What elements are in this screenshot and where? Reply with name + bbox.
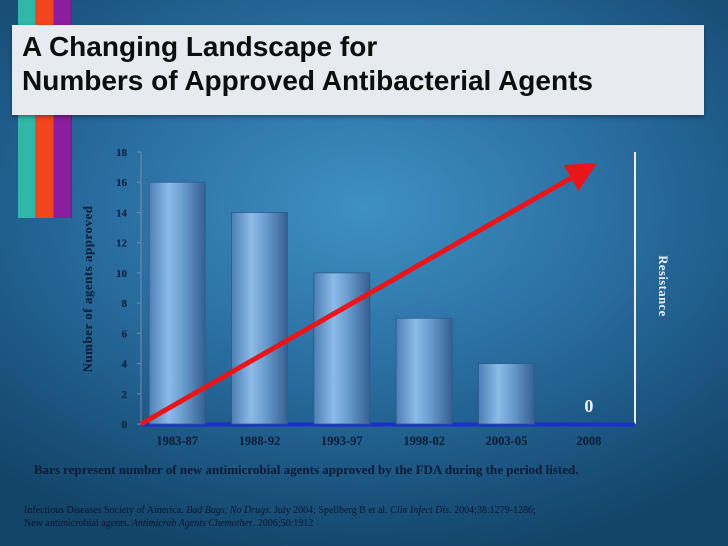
bar-1998-02 bbox=[395, 317, 453, 425]
ref1-text-a: Infectious Diseases Society of America. bbox=[24, 505, 187, 516]
data-label: 0 bbox=[584, 396, 593, 416]
ref1-text-c: . July 2004; Spellberg B et al. bbox=[268, 505, 391, 516]
x-tick-label: 1998-02 bbox=[403, 434, 445, 448]
x-tick-label: 1993-97 bbox=[321, 434, 363, 448]
y-tick-label: 14 bbox=[116, 207, 128, 219]
chart-labels: 0 2 4 6 8 10 12 14 16 18 1983-87 1988-92 1993-97 1998… bbox=[80, 147, 670, 448]
ref2-journal: Antimicrob Agents Chemother bbox=[131, 518, 253, 529]
y-tick-label: 8 bbox=[122, 298, 128, 310]
y-tick-label: 16 bbox=[116, 177, 128, 189]
ref2-text-c: . 2006;50:1912 bbox=[252, 518, 314, 529]
y-tick-label: 4 bbox=[122, 359, 128, 371]
y-tick-label: 6 bbox=[122, 328, 128, 340]
slide-title-line-1: A Changing Landscape for bbox=[22, 31, 378, 62]
ref1-journal: Clin Infect Dis bbox=[390, 505, 450, 516]
chart-caption: Bars represent number of new antimicrobi… bbox=[34, 462, 579, 477]
chart-overlay bbox=[139, 163, 597, 427]
x-tick-label: 2003-05 bbox=[486, 434, 528, 448]
bar-1988-92 bbox=[231, 212, 288, 425]
secondary-axis-title: Resistance bbox=[656, 255, 670, 316]
x-tick-label: 1983-87 bbox=[156, 434, 198, 448]
resistance-trend-arrow bbox=[139, 163, 597, 427]
y-axis-title: Number of agents approved bbox=[80, 205, 95, 372]
slide-title-line-2: Numbers of Approved Antibacterial Agents bbox=[22, 65, 593, 96]
y-tick-label: 12 bbox=[116, 238, 128, 250]
reference-line-1: Infectious Diseases Society of America. … bbox=[24, 505, 536, 516]
reference-line-2: New antimicrobial agents. Antimicrob Age… bbox=[24, 518, 313, 529]
x-tick-label: 1988-92 bbox=[239, 434, 281, 448]
ref2-text-a: New antimicrobial agents. bbox=[24, 518, 132, 529]
y-tick-label: 0 bbox=[122, 419, 128, 431]
y-tick-label: 10 bbox=[116, 268, 128, 280]
y-tick-label: 2 bbox=[122, 389, 128, 401]
y-tick-label: 18 bbox=[116, 147, 128, 159]
bar-2003-05 bbox=[478, 363, 535, 425]
chart-axes bbox=[137, 151, 636, 427]
x-tick-label: 2008 bbox=[576, 434, 601, 448]
title-band: A Changing Landscape for Numbers of Appr… bbox=[12, 25, 704, 115]
ref1-title-bad-bugs: Bad Bugs, No Drugs bbox=[186, 505, 269, 516]
ref1-text-e: . 2004;38:1279-1286; bbox=[449, 505, 536, 516]
bar-1983-87 bbox=[148, 181, 206, 425]
